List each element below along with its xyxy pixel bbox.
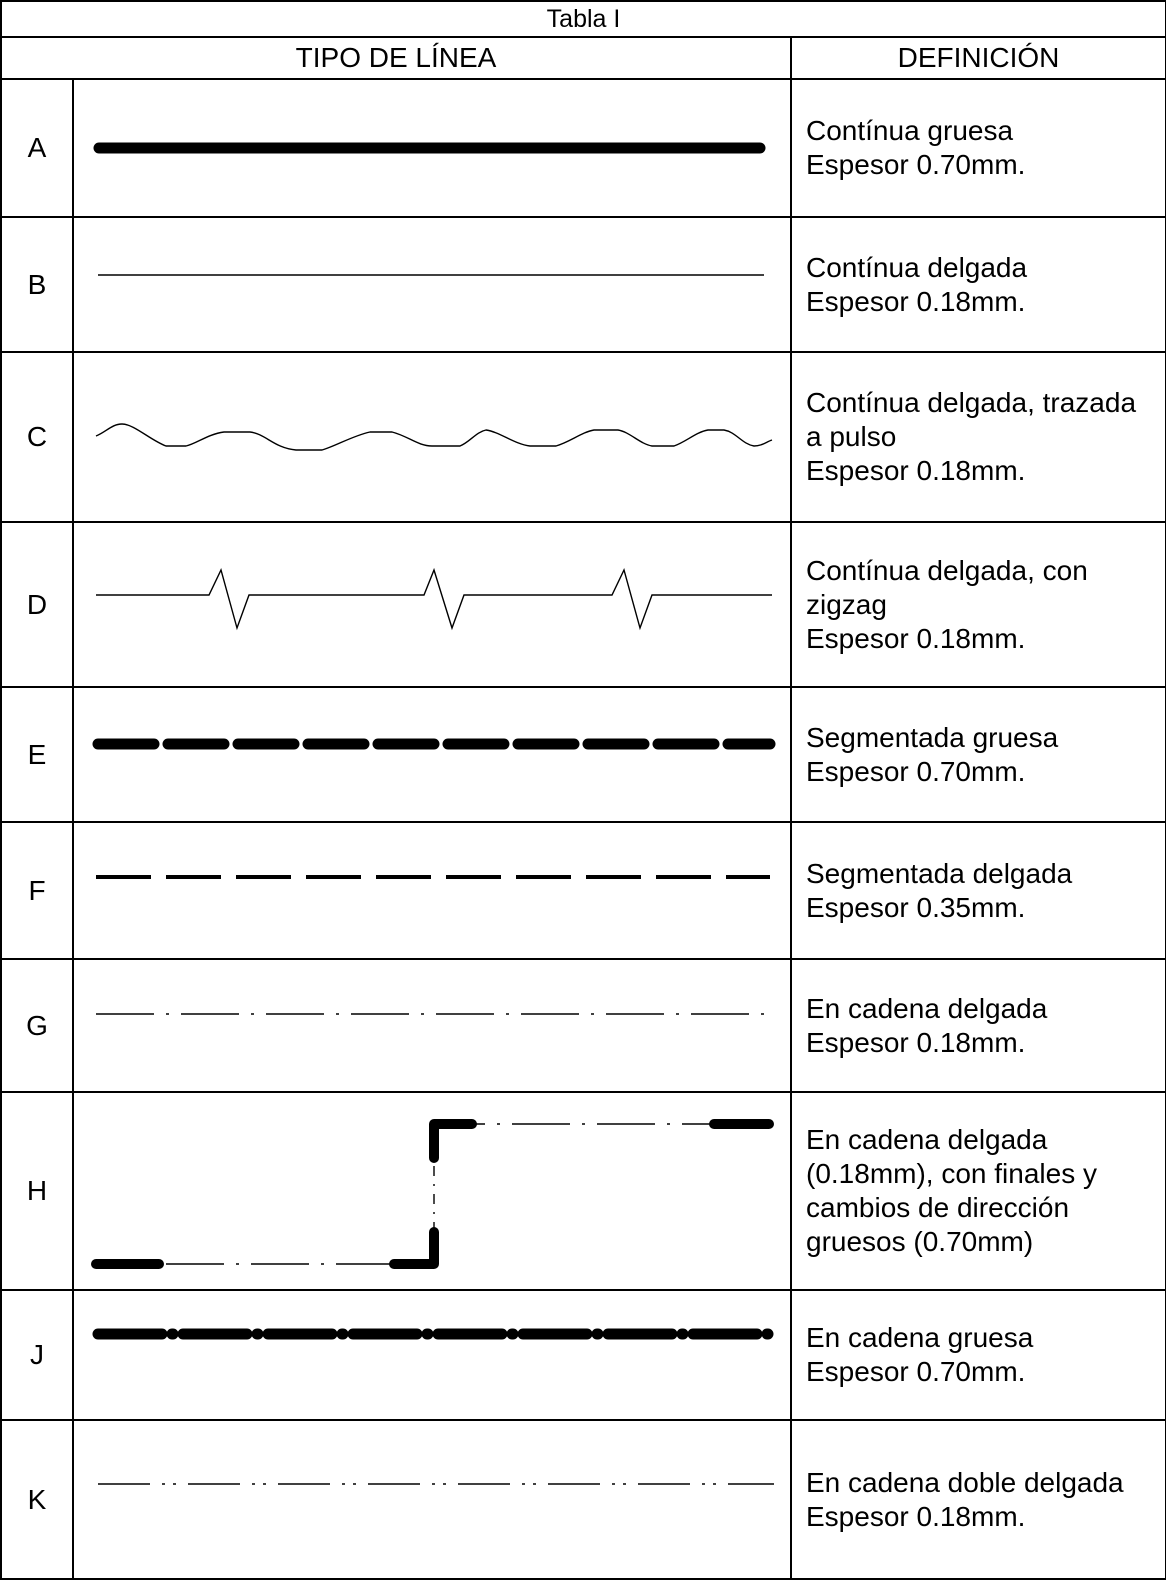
table-row: B Contínua delgada Espesor 0.18mm. bbox=[0, 216, 1166, 353]
row-letter: F bbox=[0, 821, 74, 960]
table-row: G En cadena delgada Espesor 0.18mm. bbox=[0, 958, 1166, 1093]
table-row: C Contínua delgada, trazada a pulso Espe… bbox=[0, 351, 1166, 523]
row-letter: K bbox=[0, 1419, 74, 1580]
table-row: D Contínua delgada, con zigzag Espesor 0… bbox=[0, 521, 1166, 688]
row-letter: G bbox=[0, 958, 74, 1093]
row-letter: D bbox=[0, 521, 74, 688]
row-letter: J bbox=[0, 1289, 74, 1421]
row-definition: Contínua gruesa Espesor 0.70mm. bbox=[789, 78, 1166, 218]
row-definition: Contínua delgada Espesor 0.18mm. bbox=[789, 216, 1166, 353]
line-sample-chain-thick-ends bbox=[72, 1091, 792, 1291]
row-definition: En cadena doble delgada Espesor 0.18mm. bbox=[789, 1419, 1166, 1580]
line-sample-thick-chain bbox=[72, 1289, 792, 1421]
table-row: H En cadena delgada (0.18mm), con finale… bbox=[0, 1091, 1166, 1291]
row-definition: En cadena delgada Espesor 0.18mm. bbox=[789, 958, 1166, 1093]
line-sample-thin-continuous bbox=[72, 216, 792, 353]
table-row: J En cadena gruesa Espesor 0.70mm. bbox=[0, 1289, 1166, 1421]
line-sample-thick-dashed bbox=[72, 686, 792, 823]
line-sample-freehand-wavy bbox=[72, 351, 792, 523]
row-definition: En cadena delgada (0.18mm), con finales … bbox=[789, 1091, 1166, 1291]
row-definition: Segmentada delgada Espesor 0.35mm. bbox=[789, 821, 1166, 960]
row-letter: A bbox=[0, 78, 74, 218]
row-letter: E bbox=[0, 686, 74, 823]
table-row: F Segmentada delgada Espesor 0.35mm. bbox=[0, 821, 1166, 960]
row-definition: En cadena gruesa Espesor 0.70mm. bbox=[789, 1289, 1166, 1421]
line-sample-zigzag bbox=[72, 521, 792, 688]
row-definition: Contínua delgada, con zigzag Espesor 0.1… bbox=[789, 521, 1166, 688]
table-row: A Contínua gruesa Espesor 0.70mm. bbox=[0, 78, 1166, 218]
line-sample-thin-chain bbox=[72, 958, 792, 1093]
table-row: E Segmentada gruesa Espesor 0.70mm. bbox=[0, 686, 1166, 823]
line-sample-thick-continuous bbox=[72, 78, 792, 218]
header-definition: DEFINICIÓN bbox=[789, 36, 1166, 80]
row-definition: Contínua delgada, trazada a pulso Espeso… bbox=[789, 351, 1166, 523]
header-line-type: TIPO DE LÍNEA bbox=[0, 36, 792, 80]
table-row: K En cadena doble delgada Espesor 0.18mm… bbox=[0, 1419, 1166, 1580]
row-letter: H bbox=[0, 1091, 74, 1291]
row-letter: C bbox=[0, 351, 74, 523]
row-definition: Segmentada gruesa Espesor 0.70mm. bbox=[789, 686, 1166, 823]
row-letter: B bbox=[0, 216, 74, 353]
line-sample-double-dot-chain bbox=[72, 1419, 792, 1580]
line-sample-thin-dashed bbox=[72, 821, 792, 960]
table-caption: Tabla I bbox=[0, 0, 1166, 38]
